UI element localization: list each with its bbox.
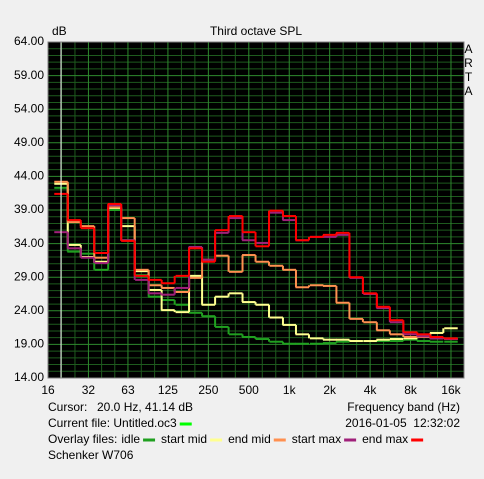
x-tick-label: 2k bbox=[323, 383, 337, 397]
x-tick-label: 4k bbox=[364, 383, 378, 397]
x-tick-label: 32 bbox=[82, 383, 96, 397]
y-tick-label: 54.00 bbox=[14, 101, 44, 115]
x-axis-label: Frequency band (Hz) bbox=[347, 400, 460, 414]
y-tick-label: 59.00 bbox=[14, 68, 44, 82]
x-tick-label: 1k bbox=[283, 383, 297, 397]
legend-label: start max bbox=[292, 432, 341, 446]
cursor-readout: 20.0 Hz, 41.14 dB bbox=[97, 400, 193, 414]
y-tick-label: 44.00 bbox=[14, 169, 44, 183]
x-tick-label: 125 bbox=[158, 383, 178, 397]
chart-title: Third octave SPL bbox=[210, 24, 302, 38]
plot-frame bbox=[47, 41, 465, 379]
x-tick-label: 250 bbox=[198, 383, 218, 397]
legend-label: end max bbox=[362, 432, 408, 446]
legend-label: idle bbox=[121, 432, 140, 446]
legend-label: end mid bbox=[228, 432, 271, 446]
x-tick-label: 8k bbox=[404, 383, 418, 397]
overlay-label: Overlay files: bbox=[48, 432, 117, 446]
y-tick-label: 34.00 bbox=[14, 236, 44, 250]
y-tick-label: 24.00 bbox=[14, 303, 44, 317]
y-tick-label: 14.00 bbox=[14, 370, 44, 384]
x-tick-label: 63 bbox=[121, 383, 135, 397]
timestamp: 2016-01-05 12:32:02 bbox=[345, 416, 460, 430]
cursor-label: Cursor: bbox=[48, 400, 87, 414]
legend-label: start mid bbox=[161, 432, 207, 446]
y-tick-label: 19.00 bbox=[14, 337, 44, 351]
y-axis-label: dB bbox=[52, 24, 67, 38]
y-tick-label: 49.00 bbox=[14, 135, 44, 149]
current-file: Current file: Untitled.oc3 bbox=[48, 416, 177, 430]
x-tick-label: 16k bbox=[441, 383, 461, 397]
x-tick-label: 16 bbox=[41, 383, 55, 397]
y-tick-label: 39.00 bbox=[14, 202, 44, 216]
x-tick-label: 500 bbox=[239, 383, 259, 397]
y-tick-label: 29.00 bbox=[14, 269, 44, 283]
y-tick-label: 64.00 bbox=[14, 34, 44, 48]
footer: Schenker W706 bbox=[48, 448, 134, 462]
brand: ARTA bbox=[464, 42, 473, 98]
